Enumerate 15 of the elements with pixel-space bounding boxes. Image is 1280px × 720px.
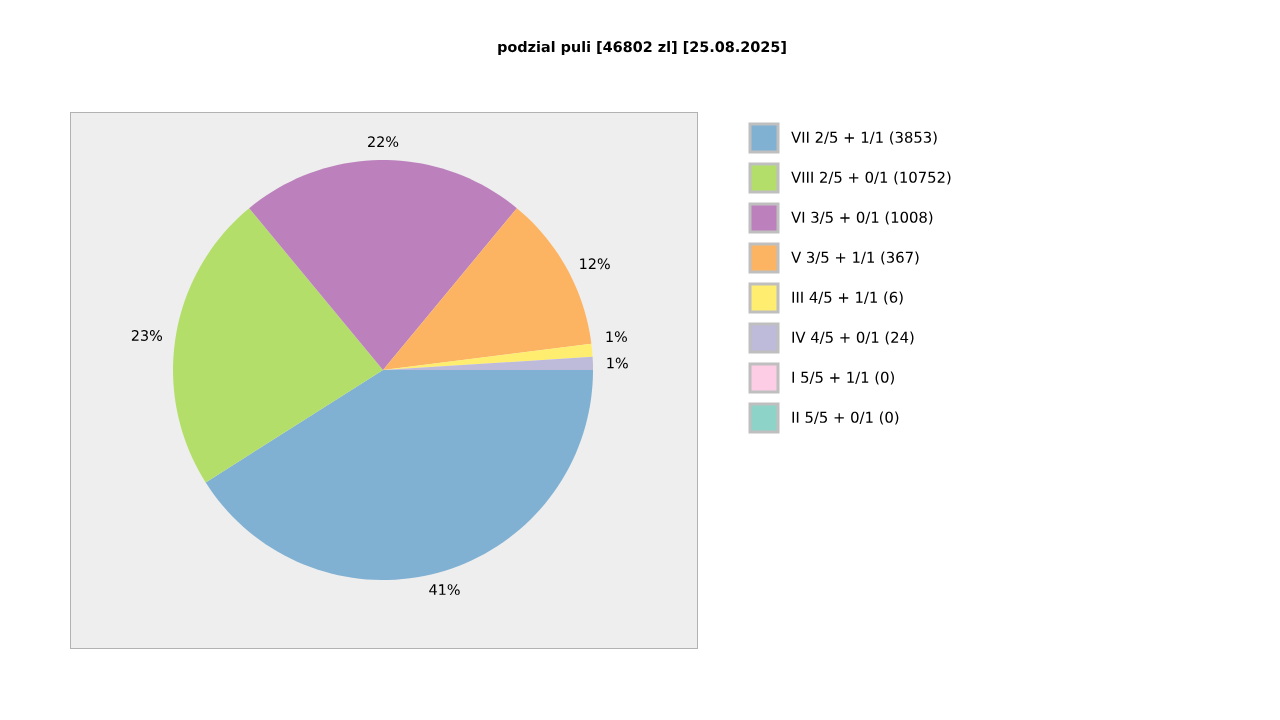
legend-label: III 4/5 + 1/1 (6) — [792, 291, 903, 305]
legend-label: VII 2/5 + 1/1 (3853) — [791, 131, 937, 145]
data-label: 41% — [429, 584, 460, 596]
data-label: 1% — [606, 331, 627, 343]
legend-label: IV 4/5 + 0/1 (24) — [792, 331, 914, 345]
data-label: 12% — [580, 258, 610, 270]
legend-label: VI 3/5 + 0/1 (1008) — [791, 211, 933, 225]
data-label: 1% — [607, 357, 628, 369]
legend-label: VIII 2/5 + 0/1 (10752) — [791, 171, 951, 185]
data-label: 23% — [131, 330, 163, 341]
legend-label: V 3/5 + 1/1 (367) — [791, 251, 919, 265]
legend-label: I 5/5 + 1/1 (0) — [792, 371, 894, 385]
chart-title: podzial puli [46802 zl] [25.08.2025] — [498, 41, 786, 55]
data-label: 22% — [368, 136, 399, 148]
legend-label: II 5/5 + 0/1 (0) — [792, 411, 899, 425]
